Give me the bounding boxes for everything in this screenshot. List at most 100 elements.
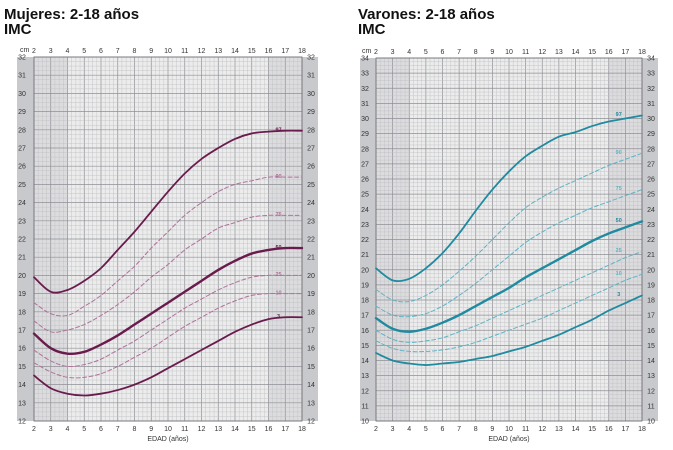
boys-y-tick-label-left: 18 (361, 298, 369, 305)
boys-x-tick-label-top: 9 (490, 49, 494, 56)
boys-x-tick-label-top: 15 (588, 49, 596, 56)
boys-y-tick-label-left: 15 (361, 343, 369, 350)
girls-x-tick-label-bottom: 2 (32, 426, 36, 433)
girls-y-tick-label-right: 24 (307, 200, 315, 207)
boys-y-tick-label-right: 20 (647, 267, 655, 274)
boys-y-tick-label-right: 18 (647, 298, 655, 305)
boys-x-tick-label-top: 17 (621, 49, 629, 56)
girls-y-tick-label-right: 23 (307, 218, 315, 225)
girls-y-tick-label-left: 14 (18, 382, 26, 389)
boys-y-tick-label-right: 31 (647, 101, 655, 108)
girls-y-tick-label-left: 26 (18, 164, 26, 171)
girls-y-tick-label-right: 27 (307, 146, 315, 153)
girls-y-tick-label-right: 22 (307, 237, 315, 244)
girls-y-tick-label-left: 20 (18, 273, 26, 280)
boys-y-tick-label-left: 16 (361, 328, 369, 335)
boys-percentile-10-line (375, 273, 643, 353)
girls-grid (33, 56, 303, 422)
boys-x-tick-label-top: 3 (391, 49, 395, 56)
boys-percentile-10-label: 10 (616, 271, 622, 277)
boys-percentile-75-line (375, 189, 643, 318)
girls-y-tick-label-left: 16 (18, 346, 26, 353)
girls-y-tick-label-right: 15 (307, 364, 315, 371)
girls-x-tick-label-bottom: 7 (116, 426, 120, 433)
girls-x-tick-label-top: 18 (298, 48, 306, 55)
boys-x-tick-label-bottom: 2 (374, 426, 378, 433)
girls-x-tick-label-bottom: 16 (265, 426, 273, 433)
girls-y-tick-label-left: 18 (18, 309, 26, 316)
boys-x-tick-label-bottom: 13 (555, 426, 563, 433)
boys-y-tick-label-right: 32 (647, 86, 655, 93)
girls-y-tick-label-right: 16 (307, 346, 315, 353)
boys-x-tick-label-bottom: 8 (474, 426, 478, 433)
girls-y-tick-label-right: 26 (307, 164, 315, 171)
girls-percentile-97-label: 97 (275, 128, 281, 134)
boys-x-tick-label-top: 7 (457, 49, 461, 56)
boys-x-tick-label-bottom: 12 (538, 426, 546, 433)
boys-percentile-50-label: 50 (616, 218, 622, 224)
boys-x-tick-label-top: 16 (605, 49, 613, 56)
boys-y-tick-label-left: 20 (361, 267, 369, 274)
girls-percentile-3-line (33, 316, 303, 397)
boys-plot-frame (375, 57, 643, 422)
girls-x-tick-label-bottom: 17 (281, 426, 289, 433)
girls-y-axis-label: cm (20, 47, 30, 54)
girls-x-tick-label-bottom: 18 (298, 426, 306, 433)
boys-y-tick-label-right: 30 (647, 116, 655, 123)
boys-percentile-25-label: 25 (616, 248, 622, 254)
boys-percentile-25-line (375, 251, 643, 343)
boys-y-tick-label-left: 34 (361, 56, 369, 63)
boys-x-tick-label-bottom: 5 (424, 426, 428, 433)
girls-x-tick-label-bottom: 4 (66, 426, 70, 433)
girls-y-tick-label-right: 21 (307, 255, 315, 262)
boys-y-tick-label-left: 12 (361, 388, 369, 395)
girls-x-tick-label-top: 15 (248, 48, 256, 55)
boys-y-axis-label: cm (362, 48, 372, 55)
girls-y-tick-label-right: 25 (307, 182, 315, 189)
boys-percentile-97-label: 97 (616, 112, 622, 118)
girls-x-tick-label-top: 8 (133, 48, 137, 55)
boys-y-tick-label-right: 28 (647, 146, 655, 153)
boys-y-tick-label-left: 24 (361, 207, 369, 214)
girls-x-tick-label-top: 12 (198, 48, 206, 55)
boys-y-tick-label-right: 22 (647, 237, 655, 244)
girls-x-tick-label-bottom: 5 (82, 426, 86, 433)
girls-side-band (17, 57, 34, 421)
girls-x-tick-label-bottom: 6 (99, 426, 103, 433)
girls-y-tick-label-left: 32 (18, 55, 26, 62)
boys-y-tick-label-left: 19 (361, 282, 369, 289)
boys-y-tick-label-right: 33 (647, 71, 655, 78)
girls-x-tick-label-top: 9 (149, 48, 153, 55)
boys-y-tick-label-right: 34 (647, 56, 655, 63)
girls-x-tick-label-top: 14 (231, 48, 239, 55)
girls-y-tick-label-right: 29 (307, 109, 315, 116)
boys-side-band (642, 58, 658, 421)
girls-side-band (302, 57, 318, 421)
girls-y-tick-label-left: 30 (18, 91, 26, 98)
boys-percentile-50-line (374, 220, 644, 333)
boys-y-tick-label-left: 17 (361, 313, 369, 320)
girls-x-tick-label-top: 13 (214, 48, 222, 55)
girls-chart-body: 2233445566778899101011111212131314141515… (17, 47, 318, 443)
girls-percentile-25-label: 25 (275, 272, 281, 278)
boys-percentile-3-line (375, 294, 643, 366)
girls-y-tick-label-left: 12 (18, 419, 26, 426)
boys-y-tick-label-right: 26 (647, 177, 655, 184)
boys-y-tick-label-left: 31 (361, 101, 369, 108)
girls-x-tick-label-top: 17 (281, 48, 289, 55)
boys-y-tick-label-left: 10 (361, 419, 369, 426)
boys-x-axis-label: EDAD (años) (488, 436, 529, 443)
girls-percentile-10-line (33, 292, 303, 379)
boys-x-tick-label-bottom: 11 (522, 426, 529, 433)
girls-x-tick-label-bottom: 3 (49, 426, 53, 433)
girls-x-tick-label-bottom: 10 (164, 426, 172, 433)
boys-y-tick-label-left: 28 (361, 146, 369, 153)
boys-y-tick-label-right: 13 (647, 373, 655, 380)
boys-y-tick-label-right: 23 (647, 222, 655, 229)
boys-x-tick-label-bottom: 3 (391, 426, 395, 433)
boys-x-tick-label-top: 6 (441, 49, 445, 56)
girls-y-tick-label-right: 30 (307, 91, 315, 98)
boys-bmi-chart: 2233445566778899101011111212131314141515… (360, 48, 658, 443)
boys-y-tick-label-left: 32 (361, 86, 369, 93)
girls-y-tick-label-right: 17 (307, 328, 315, 335)
